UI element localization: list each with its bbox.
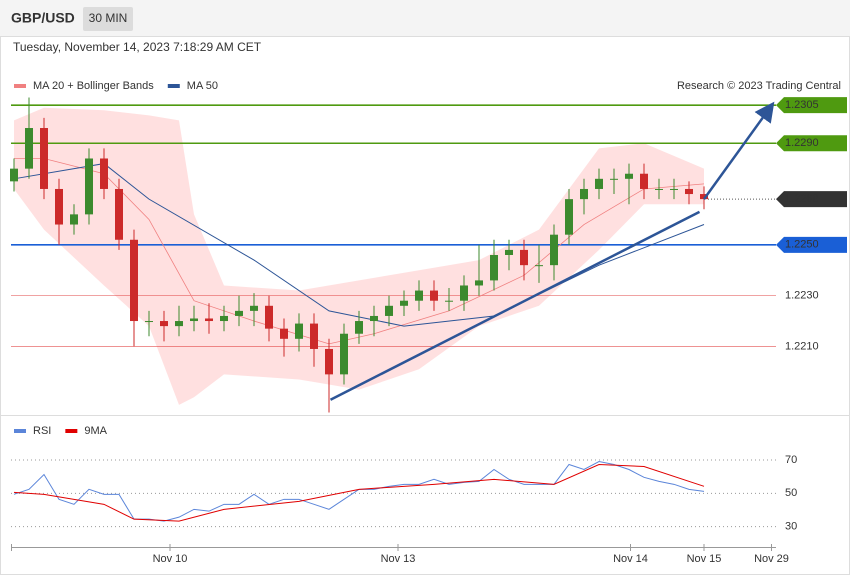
bollinger-band: [14, 107, 704, 405]
candle-body: [490, 255, 498, 281]
candle-body: [550, 234, 558, 266]
candle-body: [475, 280, 483, 286]
candle-body: [175, 321, 183, 327]
candle-body: [250, 305, 258, 311]
candle-body: [25, 128, 33, 169]
candle-body: [340, 333, 348, 375]
trendline: [329, 210, 701, 401]
candle-body: [430, 290, 438, 301]
candle-body: [700, 194, 708, 200]
level-label: 1.2305: [785, 99, 819, 111]
level-tag: [776, 236, 847, 253]
legend-swatch: [167, 84, 180, 88]
candle-body: [190, 318, 198, 322]
legend-label: MA 20 + Bollinger Bands: [33, 80, 154, 92]
level-tag: [776, 135, 847, 152]
candle-body: [655, 188, 663, 190]
candle-body: [295, 323, 303, 339]
x-tick-label: Nov 15: [687, 553, 722, 565]
candle-body: [385, 305, 393, 316]
candle-body: [400, 300, 408, 306]
y-tick-label: 50: [785, 487, 797, 499]
candle-body: [115, 188, 123, 240]
header-bar: [0, 0, 850, 36]
legend-swatch: [14, 429, 26, 433]
y-tick-label: 70: [785, 454, 797, 466]
timestamp: Tuesday, November 14, 2023 7:18:29 AM CE…: [13, 40, 262, 54]
candle-body: [220, 315, 228, 322]
candle-body: [85, 158, 93, 215]
y-tick-label: 30: [785, 521, 797, 533]
level-tag: [776, 191, 847, 208]
interval: 30 MIN: [89, 11, 128, 25]
candle-body: [205, 318, 213, 322]
candle-body: [55, 188, 63, 225]
candle-body: [10, 168, 18, 182]
candle-body: [355, 321, 363, 334]
legend-label: RSI: [33, 425, 51, 437]
level-label: 1.2268: [785, 193, 819, 205]
x-tick-label: Nov 10: [153, 553, 188, 565]
forecast-arrow: [702, 101, 775, 200]
interval-badge: [83, 7, 133, 31]
level-label: 1.2230: [785, 290, 819, 302]
candle-body: [535, 265, 543, 267]
candle-body: [280, 328, 288, 339]
x-tick-label: Nov 14: [613, 553, 648, 565]
level-label: 1.2250: [785, 239, 819, 251]
candle-body: [505, 249, 513, 255]
candle-body: [610, 178, 618, 180]
candle-body: [565, 199, 573, 235]
candle-body: [670, 188, 678, 190]
legend-label: 9MA: [84, 425, 107, 437]
candle-body: [520, 249, 528, 266]
indicator-line: [13, 460, 705, 522]
x-tick-label: Nov 13: [381, 553, 416, 565]
candle-body: [685, 188, 693, 195]
symbol: GBP/USD: [11, 10, 75, 26]
indicator-line: [13, 463, 705, 522]
candle-body: [160, 321, 168, 327]
candle-body: [265, 305, 273, 329]
candle-body: [130, 239, 138, 322]
legend-swatch: [65, 429, 78, 433]
candle-body: [640, 173, 648, 189]
level-tag: [776, 97, 847, 114]
candle-body: [595, 178, 603, 189]
candle-body: [460, 285, 468, 301]
level-label: 1.2290: [785, 137, 819, 149]
candle-body: [625, 173, 633, 179]
candle-body: [580, 188, 588, 200]
level-label: 1.2210: [785, 340, 819, 352]
candle-body: [70, 214, 78, 225]
candle-body: [235, 310, 243, 316]
legend-swatch: [14, 84, 26, 88]
legend-label: MA 50: [187, 80, 218, 92]
candle-body: [100, 158, 108, 189]
candle-body: [445, 300, 453, 302]
x-tick-label: Nov 29: [754, 553, 789, 565]
candle-body: [310, 323, 318, 349]
credit: Research © 2023 Trading Central: [677, 80, 841, 92]
candle-body: [325, 348, 333, 375]
candle-body: [415, 290, 423, 301]
candle-body: [370, 315, 378, 322]
candle-body: [145, 321, 153, 323]
candle-body: [40, 128, 48, 189]
